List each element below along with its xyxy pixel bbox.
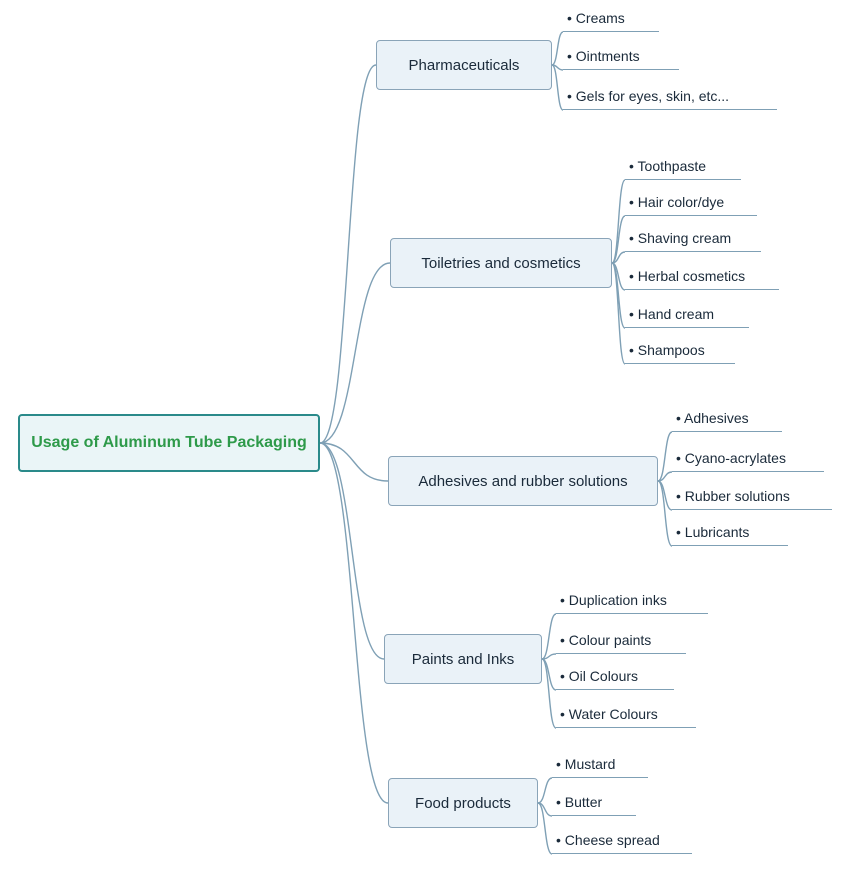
leaf-node-2-0: • Adhesives (672, 408, 782, 432)
branch-node-2: Adhesives and rubber solutions (388, 456, 658, 506)
branch-node-1: Toiletries and cosmetics (390, 238, 612, 288)
leaf-node-4-0: • Mustard (552, 754, 648, 778)
branch-node-3: Paints and Inks (384, 634, 542, 684)
leaf-node-1-5: • Shampoos (625, 340, 735, 364)
leaf-node-1-0: • Toothpaste (625, 156, 741, 180)
leaf-node-0-2: • Gels for eyes, skin, etc... (563, 86, 777, 110)
leaf-node-3-2: • Oil Colours (556, 666, 674, 690)
leaf-node-3-1: • Colour paints (556, 630, 686, 654)
leaf-node-1-3: • Herbal cosmetics (625, 266, 779, 290)
leaf-node-4-2: • Cheese spread (552, 830, 692, 854)
leaf-node-1-1: • Hair color/dye (625, 192, 757, 216)
leaf-node-0-0: • Creams (563, 8, 659, 32)
leaf-node-1-2: • Shaving cream (625, 228, 761, 252)
leaf-node-4-1: • Butter (552, 792, 636, 816)
branch-node-4: Food products (388, 778, 538, 828)
root-node: Usage of Aluminum Tube Packaging (18, 414, 320, 472)
leaf-node-2-3: • Lubricants (672, 522, 788, 546)
leaf-node-2-1: • Cyano-acrylates (672, 448, 824, 472)
leaf-node-0-1: • Ointments (563, 46, 679, 70)
branch-node-0: Pharmaceuticals (376, 40, 552, 90)
leaf-node-1-4: • Hand cream (625, 304, 749, 328)
leaf-node-3-0: • Duplication inks (556, 590, 708, 614)
leaf-node-2-2: • Rubber solutions (672, 486, 832, 510)
leaf-node-3-3: • Water Colours (556, 704, 696, 728)
mindmap-canvas: Usage of Aluminum Tube Packaging Pharmace… (0, 0, 841, 887)
